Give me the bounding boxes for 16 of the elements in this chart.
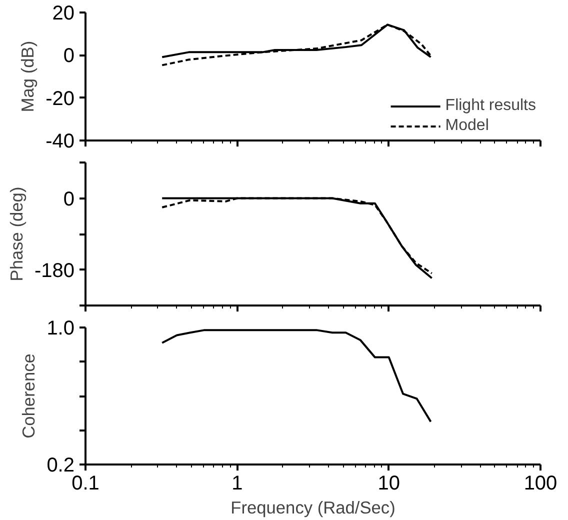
y-tick-label: -180 xyxy=(34,260,74,282)
y-tick-label: -40 xyxy=(46,130,74,152)
legend-label: Model xyxy=(445,117,489,135)
x-tick-label: 10 xyxy=(378,472,400,494)
y-tick-label: 0 xyxy=(63,45,74,68)
y-tick-label: -20 xyxy=(46,88,74,110)
y-axis-title: Coherence xyxy=(18,354,39,438)
x-axis-title: Frequency (Rad/Sec) xyxy=(230,498,396,518)
y-tick-label: 20 xyxy=(52,2,75,24)
y-tick-label: 0 xyxy=(63,188,74,210)
y-axis-title: Mag (dB) xyxy=(18,40,38,112)
x-tick-label: 1 xyxy=(232,472,243,494)
x-tick-label: 100 xyxy=(524,472,558,494)
y-axis-title: Phase (deg) xyxy=(6,186,26,282)
legend-label: Flight results xyxy=(445,97,536,115)
y-tick-label: 1.0 xyxy=(46,318,75,340)
